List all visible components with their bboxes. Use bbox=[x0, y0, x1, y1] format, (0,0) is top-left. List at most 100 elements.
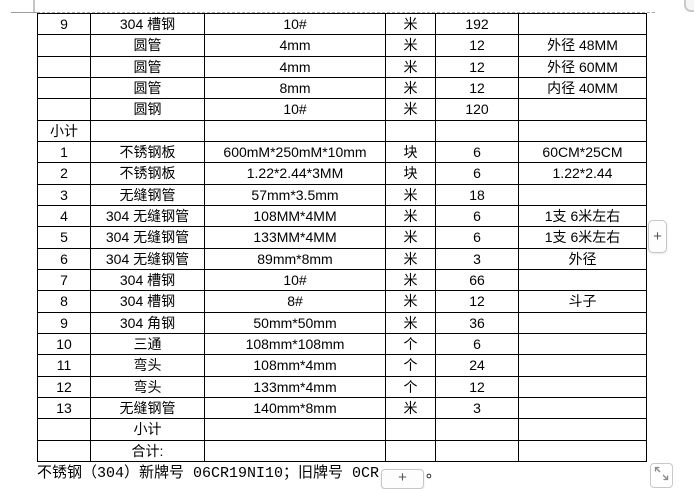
cell-unit[interactable]: 米 bbox=[385, 247, 436, 270]
cell-num[interactable]: 6 bbox=[37, 247, 91, 270]
cell-num[interactable]: 1 bbox=[37, 140, 91, 164]
cell-name[interactable]: 小计 bbox=[90, 418, 205, 441]
cell-qty[interactable]: 12 bbox=[435, 34, 519, 57]
cell-qty[interactable]: 6 bbox=[435, 162, 519, 185]
cell-name[interactable]: 圆管 bbox=[90, 76, 205, 100]
cell-remark[interactable]: 外径 48MM bbox=[518, 34, 647, 57]
cell-num[interactable]: 9 bbox=[37, 311, 91, 334]
cell-spec[interactable]: 4mm bbox=[204, 55, 386, 78]
cell-unit[interactable]: 米 bbox=[385, 290, 436, 313]
cell-num[interactable]: 4 bbox=[37, 204, 91, 228]
cell-num[interactable]: 11 bbox=[37, 354, 91, 377]
cell-unit[interactable] bbox=[385, 439, 436, 462]
cell-spec[interactable]: 108MM*4MM bbox=[204, 204, 386, 228]
cell-spec[interactable]: 133MM*4MM bbox=[204, 226, 386, 249]
cell-unit[interactable]: 米 bbox=[385, 226, 436, 249]
cell-qty[interactable]: 36 bbox=[435, 311, 519, 334]
cell-name[interactable]: 304 无缝钢管 bbox=[90, 226, 205, 249]
cell-qty[interactable] bbox=[435, 439, 519, 462]
cell-spec[interactable]: 8# bbox=[204, 290, 386, 313]
cell-unit[interactable]: 米 bbox=[385, 98, 436, 121]
add-row-button[interactable]: + bbox=[381, 468, 425, 489]
cell-remark[interactable]: 斗子 bbox=[518, 290, 647, 313]
cell-unit[interactable]: 米 bbox=[385, 396, 436, 420]
cell-remark[interactable]: 1.22*2.44 bbox=[518, 162, 647, 185]
cell-spec[interactable] bbox=[204, 119, 386, 142]
cell-unit[interactable]: 块 bbox=[385, 162, 436, 185]
cell-remark[interactable] bbox=[518, 418, 647, 441]
cell-unit[interactable]: 米 bbox=[385, 55, 436, 78]
cell-spec[interactable]: 10# bbox=[204, 12, 386, 36]
cell-name[interactable]: 圆钢 bbox=[90, 98, 205, 121]
cell-num[interactable]: 2 bbox=[37, 162, 91, 185]
cell-name[interactable]: 圆管 bbox=[90, 55, 205, 78]
cell-name[interactable]: 304 无缝钢管 bbox=[90, 247, 205, 270]
cell-name[interactable]: 304 无缝钢管 bbox=[90, 204, 205, 228]
cell-unit[interactable]: 米 bbox=[385, 76, 436, 100]
cell-qty[interactable]: 12 bbox=[435, 375, 519, 398]
cell-name[interactable]: 304 槽钢 bbox=[90, 290, 205, 313]
cell-unit[interactable]: 米 bbox=[385, 311, 436, 334]
footnote-text[interactable]: 不锈钢（304）新牌号 06CR19NI10；旧牌号 0CR bbox=[37, 465, 380, 482]
cell-name[interactable]: 弯头 bbox=[90, 375, 205, 398]
cell-num[interactable]: 13 bbox=[37, 396, 91, 420]
cell-remark[interactable] bbox=[518, 439, 647, 462]
cell-unit[interactable] bbox=[385, 119, 436, 142]
cell-remark[interactable] bbox=[518, 332, 647, 356]
cell-spec[interactable]: 8mm bbox=[204, 76, 386, 100]
cell-spec[interactable]: 133mm*4mm bbox=[204, 375, 386, 398]
cell-num[interactable]: 9 bbox=[37, 12, 91, 36]
cell-spec[interactable]: 57mm*3.5mm bbox=[204, 183, 386, 206]
cell-remark[interactable]: 1支 6米左右 bbox=[518, 204, 647, 228]
cell-qty[interactable]: 192 bbox=[435, 12, 519, 36]
cell-remark[interactable]: 内径 40MM bbox=[518, 76, 647, 100]
cell-remark[interactable] bbox=[518, 311, 647, 334]
cell-remark[interactable]: 外径 bbox=[518, 247, 647, 270]
cell-num[interactable]: 12 bbox=[37, 375, 91, 398]
cell-remark[interactable] bbox=[518, 183, 647, 206]
table-resize-button[interactable] bbox=[650, 463, 673, 488]
cell-qty[interactable]: 12 bbox=[435, 76, 519, 100]
cell-qty[interactable]: 120 bbox=[435, 98, 519, 121]
cell-name[interactable]: 304 槽钢 bbox=[90, 268, 205, 292]
cell-num[interactable] bbox=[37, 76, 91, 100]
cell-num[interactable] bbox=[37, 34, 91, 57]
cell-qty[interactable] bbox=[435, 418, 519, 441]
cell-num[interactable]: 10 bbox=[37, 332, 91, 356]
cell-unit[interactable]: 米 bbox=[385, 268, 436, 292]
cell-remark[interactable]: 1支 6米左右 bbox=[518, 226, 647, 249]
cell-remark[interactable]: 外径 60MM bbox=[518, 55, 647, 78]
cell-qty[interactable]: 6 bbox=[435, 226, 519, 249]
cell-qty[interactable]: 3 bbox=[435, 396, 519, 420]
cell-name[interactable]: 弯头 bbox=[90, 354, 205, 377]
cell-qty[interactable]: 6 bbox=[435, 204, 519, 228]
cell-unit[interactable]: 米 bbox=[385, 204, 436, 228]
cell-qty[interactable]: 18 bbox=[435, 183, 519, 206]
cell-spec[interactable]: 140mm*8mm bbox=[204, 396, 386, 420]
cell-remark[interactable] bbox=[518, 396, 647, 420]
cell-spec[interactable]: 4mm bbox=[204, 34, 386, 57]
cell-num[interactable] bbox=[37, 55, 91, 78]
cell-num[interactable]: 5 bbox=[37, 226, 91, 249]
cell-qty[interactable]: 3 bbox=[435, 247, 519, 270]
cell-unit[interactable]: 块 bbox=[385, 140, 436, 164]
cell-num[interactable]: 8 bbox=[37, 290, 91, 313]
cell-qty[interactable]: 66 bbox=[435, 268, 519, 292]
cell-qty[interactable]: 24 bbox=[435, 354, 519, 377]
cell-num[interactable] bbox=[37, 439, 91, 462]
cell-unit[interactable]: 米 bbox=[385, 12, 436, 36]
footnote-text-period[interactable]: 。 bbox=[426, 465, 442, 482]
cell-spec[interactable]: 10# bbox=[204, 98, 386, 121]
cell-spec[interactable]: 89mm*8mm bbox=[204, 247, 386, 270]
cell-remark[interactable]: 60CM*25CM bbox=[518, 140, 647, 164]
cell-num[interactable]: 3 bbox=[37, 183, 91, 206]
cell-name[interactable]: 圆管 bbox=[90, 34, 205, 57]
add-column-button[interactable]: + bbox=[648, 220, 667, 253]
cell-spec[interactable]: 108mm*4mm bbox=[204, 354, 386, 377]
cell-remark[interactable] bbox=[518, 98, 647, 121]
cell-name[interactable]: 304 槽钢 bbox=[90, 12, 205, 36]
cell-qty[interactable] bbox=[435, 119, 519, 142]
cell-unit[interactable] bbox=[385, 418, 436, 441]
cell-spec[interactable]: 50mm*50mm bbox=[204, 311, 386, 334]
cell-num[interactable] bbox=[37, 98, 91, 121]
